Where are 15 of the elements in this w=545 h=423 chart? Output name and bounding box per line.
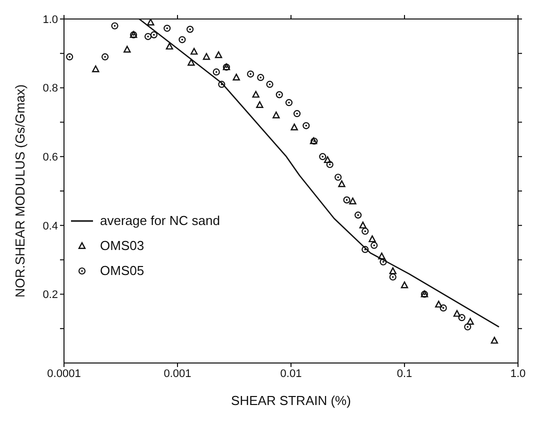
x-tick-label: 0.01 [280, 368, 302, 380]
x-tick-label: 0.0001 [47, 368, 81, 380]
x-tick-label: 0.1 [396, 368, 412, 380]
x-tick-label: 1.0 [510, 368, 526, 380]
x-axis-title: SHEAR STRAIN (%) [231, 393, 351, 408]
legend-label: average for NC sand [100, 213, 220, 228]
legend-label: OMS05 [100, 263, 144, 278]
y-tick-label: 0.6 [42, 152, 58, 164]
y-tick-label: 1.0 [42, 14, 58, 26]
legend-label: OMS03 [100, 238, 144, 253]
y-tick-label: 0.4 [42, 220, 58, 232]
x-tick-label: 0.001 [164, 368, 192, 380]
y-tick-label: 0.8 [42, 82, 58, 95]
y-tick-label: 0.2 [42, 289, 58, 302]
y-axis-title: NOR.SHEAR MODULUS (Gs/Gmax) [12, 84, 28, 298]
